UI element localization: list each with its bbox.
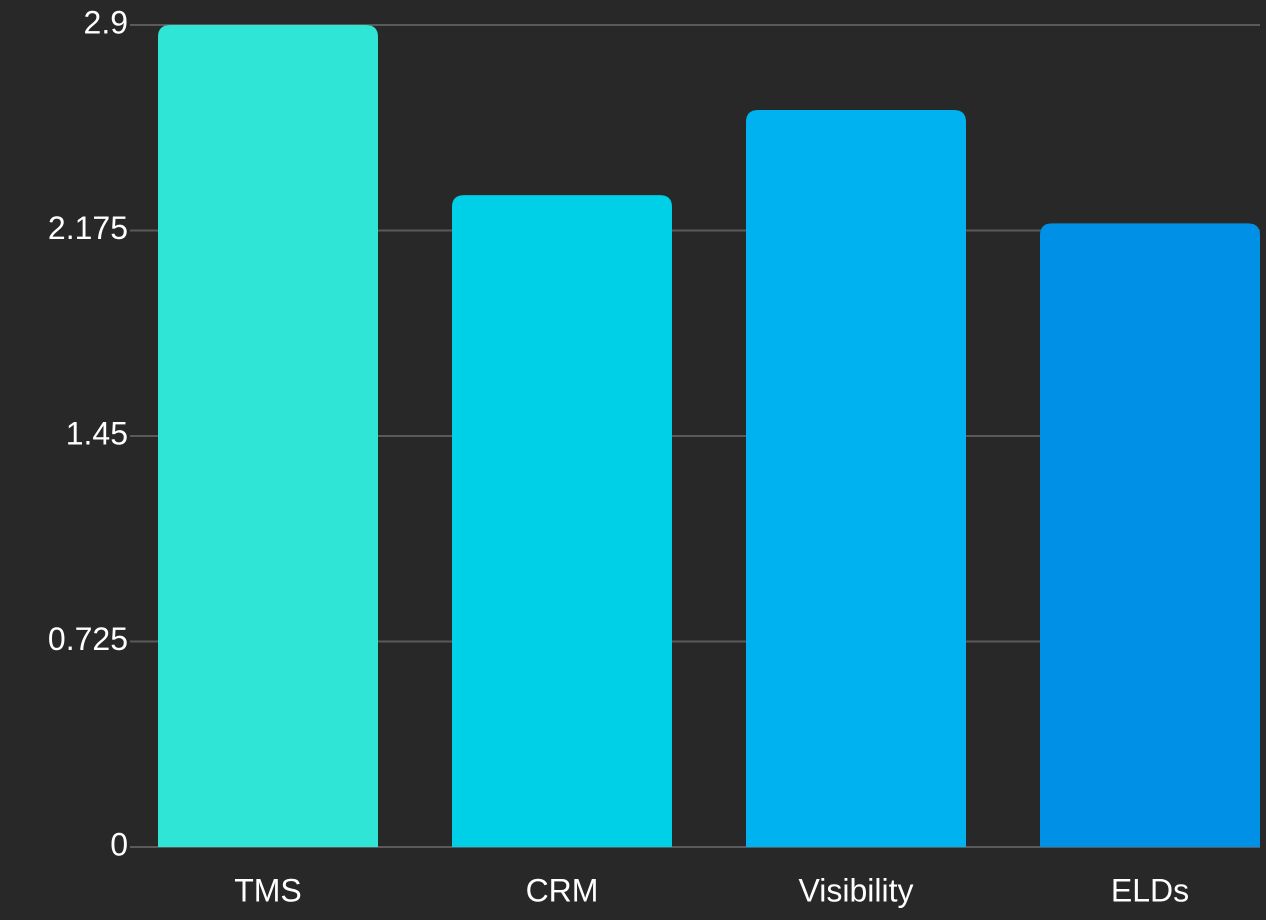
bar bbox=[158, 25, 378, 847]
x-tick-label: TMS bbox=[234, 872, 302, 908]
x-tick-label: ELDs bbox=[1111, 872, 1189, 908]
y-tick-label: 0.725 bbox=[48, 621, 128, 657]
bar bbox=[1040, 223, 1260, 847]
bar bbox=[452, 195, 672, 847]
y-tick-label: 2.9 bbox=[84, 4, 128, 40]
x-tick-label: CRM bbox=[526, 872, 599, 908]
y-tick-label: 2.175 bbox=[48, 210, 128, 246]
x-tick-label: Visibility bbox=[799, 872, 914, 908]
y-tick-label: 1.45 bbox=[66, 415, 128, 451]
y-tick-label: 0 bbox=[110, 826, 128, 862]
bar bbox=[746, 110, 966, 847]
